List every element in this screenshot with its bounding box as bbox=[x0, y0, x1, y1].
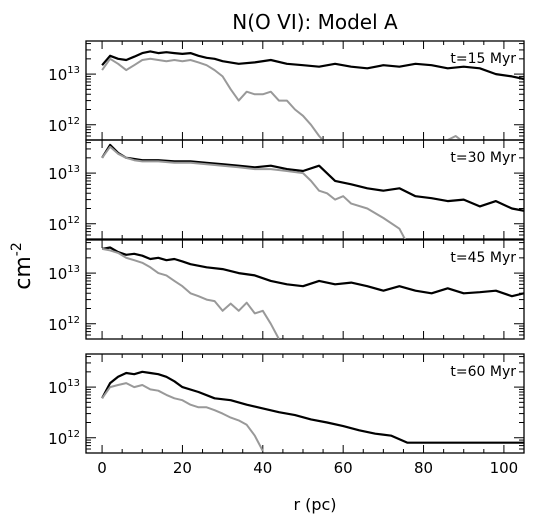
chart-title: N(O VI): Model A bbox=[232, 10, 398, 34]
series-group bbox=[101, 50, 524, 140]
y-tick-label: 1013 bbox=[48, 164, 80, 183]
series-line-gray bbox=[101, 145, 407, 239]
series-line-black bbox=[101, 246, 524, 298]
y-axis-label-base: cm bbox=[11, 256, 36, 290]
x-tick-label: 20 bbox=[173, 459, 192, 477]
panel-frame bbox=[85, 353, 525, 454]
panel-4: 1012 1013 t=60 Myr bbox=[48, 353, 525, 454]
x-tick-label: 80 bbox=[414, 459, 433, 477]
y-tick-label: 1012 bbox=[48, 315, 80, 334]
svg-text:cm-2: cm-2 bbox=[9, 242, 36, 290]
x-tick-label: 60 bbox=[334, 459, 353, 477]
panel-1: 1012 1013 t=15 Myr bbox=[48, 40, 525, 141]
panel-frame bbox=[85, 239, 525, 340]
y-tick-label: 1013 bbox=[48, 264, 80, 283]
panel-time-label: t=60 Myr bbox=[450, 364, 516, 380]
y-tick-label: 1012 bbox=[48, 215, 80, 234]
panel-time-label: t=15 Myr bbox=[450, 51, 516, 67]
series-line-black bbox=[101, 370, 524, 444]
panel-time-label: t=30 Myr bbox=[450, 150, 516, 166]
panel-frame bbox=[85, 139, 525, 240]
series-group bbox=[101, 370, 524, 452]
series-group bbox=[101, 143, 524, 239]
y-tick-label: 1013 bbox=[48, 378, 80, 397]
x-tick-label: 0 bbox=[97, 459, 107, 477]
y-tick-label: 1012 bbox=[48, 429, 80, 448]
y-tick-label: 1013 bbox=[48, 65, 80, 84]
x-axis-label: r (pc) bbox=[293, 495, 336, 514]
series-line-gray bbox=[101, 382, 264, 452]
series-group bbox=[101, 246, 524, 339]
x-tick-label: 40 bbox=[253, 459, 272, 477]
series-line-black bbox=[101, 50, 524, 81]
series-line-black bbox=[101, 143, 524, 212]
panel-time-label: t=45 Myr bbox=[450, 250, 516, 266]
panel-3: 1012 1013 t=45 Myr bbox=[48, 239, 525, 340]
y-tick-label: 1012 bbox=[48, 116, 80, 135]
series-line-gray bbox=[101, 247, 280, 339]
panel-2: 1012 1013 t=30 Myr bbox=[48, 139, 525, 240]
series-line-gray bbox=[101, 57, 325, 140]
x-tick-label: 100 bbox=[490, 459, 519, 477]
y-axis-label-exponent: -2 bbox=[9, 242, 25, 256]
series-line-gray bbox=[447, 135, 463, 140]
y-axis-label: cm-2 bbox=[9, 242, 36, 290]
